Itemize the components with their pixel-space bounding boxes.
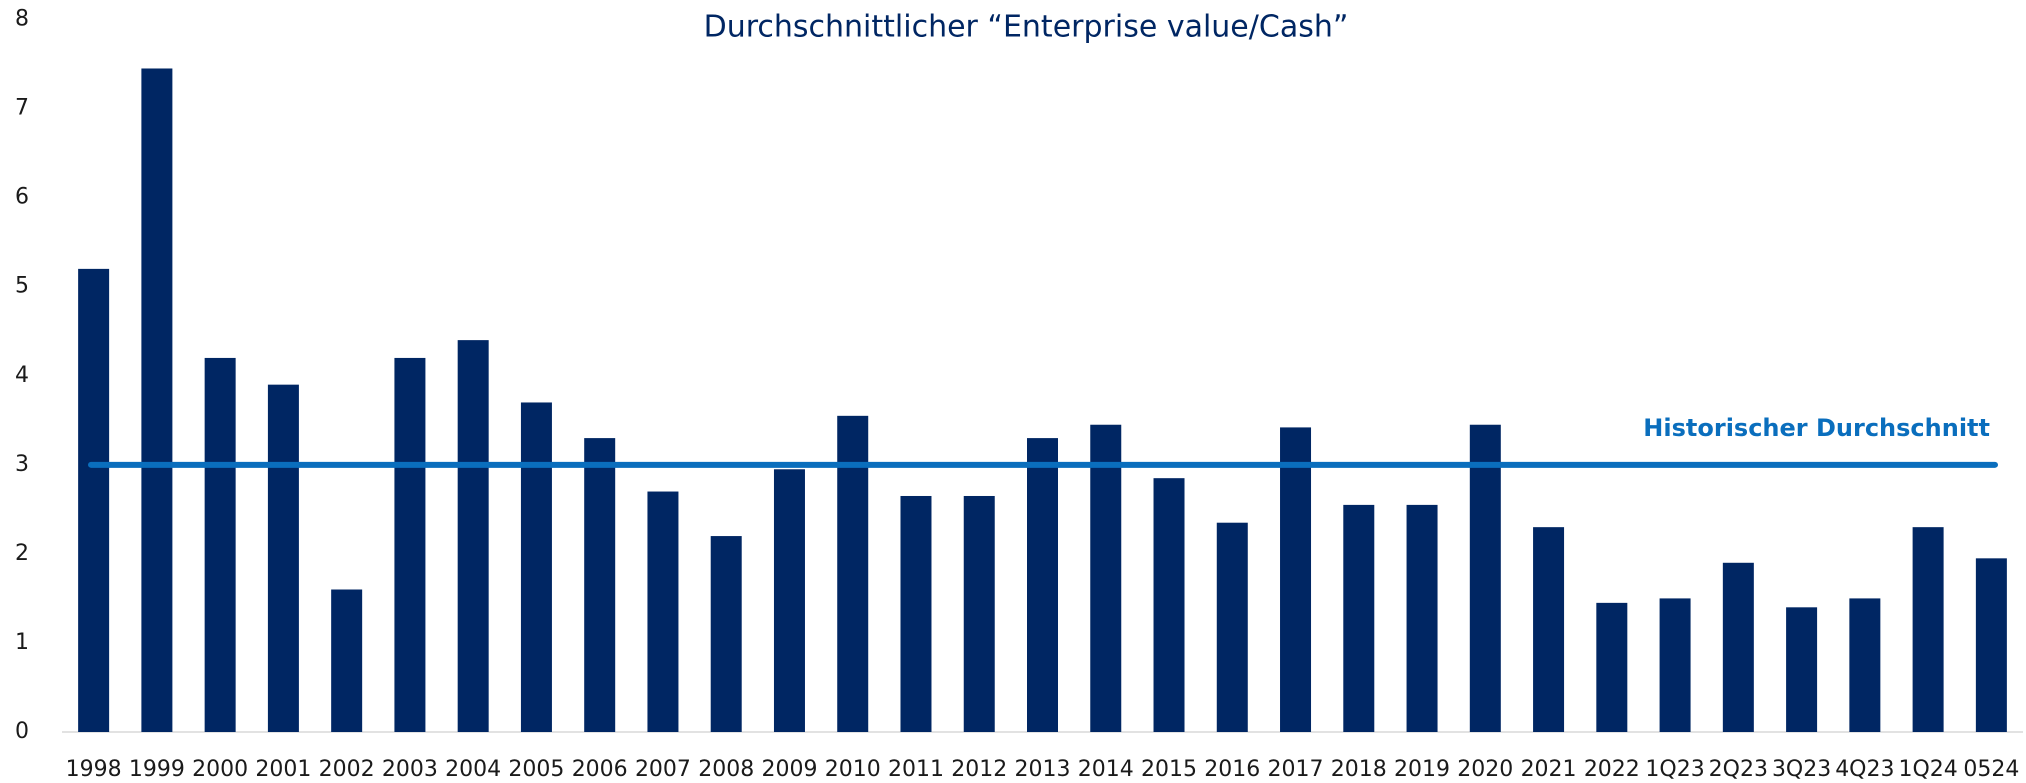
bar <box>1469 424 1501 732</box>
bar <box>1659 598 1691 732</box>
chart-subtitle: Durchschnittlicher “Enterprise value/Cas… <box>704 10 1349 45</box>
x-tick-label: 4Q23 <box>1835 757 1894 779</box>
x-tick-label: 1999 <box>129 757 185 779</box>
bar <box>963 495 995 732</box>
x-tick-label: 2010 <box>825 757 881 779</box>
bar <box>710 536 742 732</box>
bar <box>773 469 805 732</box>
x-tick-label: 2017 <box>1268 757 1324 779</box>
x-tick-label: 0524 <box>1963 757 2019 779</box>
bar <box>1343 504 1375 732</box>
x-tick-label: 2008 <box>698 757 754 779</box>
x-tick-label: 2021 <box>1521 757 1577 779</box>
x-tick-label: 2005 <box>508 757 564 779</box>
bar <box>837 415 869 732</box>
y-tick-label: 8 <box>15 7 29 32</box>
bar <box>1027 438 1058 732</box>
bar <box>1533 527 1565 732</box>
x-tick-label: 2011 <box>888 757 944 779</box>
x-tick-label: 1998 <box>66 757 122 779</box>
x-tick-label: 2009 <box>761 757 817 779</box>
x-tick-label: 2007 <box>635 757 691 779</box>
bar <box>331 589 363 732</box>
bar <box>78 268 110 732</box>
bar <box>1786 607 1818 732</box>
y-tick-label: 2 <box>15 541 29 566</box>
y-tick-label: 3 <box>15 452 29 477</box>
x-tick-label: 2018 <box>1331 757 1387 779</box>
x-tick-label: 2022 <box>1584 757 1640 779</box>
y-tick-label: 1 <box>15 630 29 655</box>
bar <box>1153 478 1185 732</box>
bar <box>1596 602 1628 732</box>
bar <box>1912 527 1944 732</box>
bar <box>394 357 426 732</box>
average-label: Historischer Durchschnitt <box>1643 414 1990 442</box>
y-tick-label: 6 <box>15 185 29 210</box>
bar <box>1090 424 1122 732</box>
x-tick-label: 2013 <box>1015 757 1071 779</box>
x-tick-label: 1Q23 <box>1645 757 1704 779</box>
bar <box>267 384 299 732</box>
bar <box>204 357 236 732</box>
x-tick-label: 2016 <box>1204 757 1260 779</box>
bar <box>647 491 679 732</box>
bar <box>1280 427 1312 732</box>
x-tick-label: 2004 <box>445 757 501 779</box>
bar <box>1849 598 1881 732</box>
bar <box>1975 558 2007 732</box>
y-tick-label: 4 <box>15 363 29 388</box>
bar <box>1406 504 1438 732</box>
x-tick-label: 2Q23 <box>1709 757 1768 779</box>
x-tick-label: 3Q23 <box>1772 757 1831 779</box>
x-tick-label: 2015 <box>1141 757 1197 779</box>
bar <box>584 438 616 732</box>
x-tick-label: 2000 <box>192 757 248 779</box>
bar <box>141 68 173 732</box>
y-tick-label: 7 <box>15 96 29 121</box>
x-tick-label: 2012 <box>951 757 1007 779</box>
bar <box>900 495 932 732</box>
x-tick-label: 1Q24 <box>1898 757 1957 779</box>
x-tick-label: 2014 <box>1078 757 1134 779</box>
x-tick-label: 2006 <box>572 757 628 779</box>
bar <box>520 402 552 732</box>
bar <box>1216 522 1248 732</box>
x-tick-label: 2002 <box>319 757 375 779</box>
x-tick-label: 2019 <box>1394 757 1450 779</box>
bar <box>1722 562 1754 732</box>
y-tick-label: 0 <box>15 719 29 744</box>
y-tick-label: 5 <box>15 274 29 299</box>
x-tick-label: 2020 <box>1457 757 1513 779</box>
x-tick-label: 2001 <box>255 757 311 779</box>
bar <box>457 340 489 732</box>
x-tick-label: 2003 <box>382 757 438 779</box>
